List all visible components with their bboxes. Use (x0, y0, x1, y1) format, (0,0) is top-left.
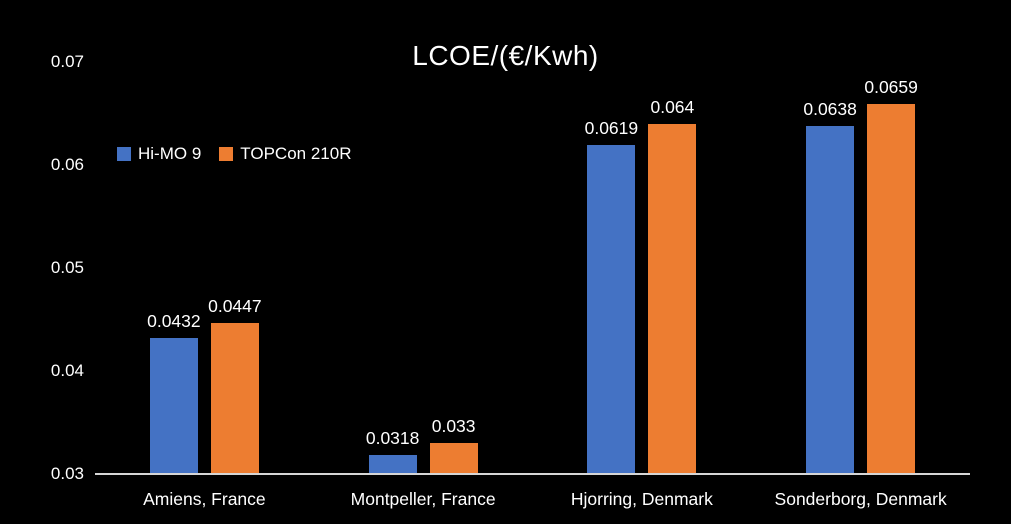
x-category-label-3: Sonderborg, Denmark (774, 489, 947, 509)
legend-swatch-himo9 (117, 147, 131, 161)
y-tick-label-0: 0.03 (50, 464, 84, 483)
legend-item-himo9: Hi-MO 9 (117, 144, 201, 164)
legend-swatch-topcon210r (219, 147, 234, 161)
value-label-topcon-210r-group-2: 0.064 (650, 96, 695, 117)
value-label-hi-mo-9-group-2: 0.0619 (584, 118, 639, 139)
bar-hi-mo-9-group-3 (806, 125, 855, 473)
value-label-topcon-210r-group-0: 0.0447 (208, 295, 262, 316)
x-axis-line (95, 473, 970, 475)
y-tick-label-2: 0.05 (50, 258, 84, 277)
x-category-label-0: Amiens, France (143, 489, 266, 509)
legend-label-himo9: Hi-MO 9 (138, 144, 202, 163)
y-tick-label-3: 0.06 (50, 155, 84, 174)
x-category-label-1: Montpeller, France (350, 489, 496, 509)
value-label-topcon-210r-group-3: 0.0659 (864, 77, 918, 98)
value-label-topcon-210r-group-1: 0.033 (431, 416, 476, 437)
legend-item-topcon210r: TOPCon 210R (219, 144, 351, 164)
y-tick-label-1: 0.04 (50, 361, 84, 380)
chart-title: LCOE/(€/Kwh) (412, 40, 599, 71)
x-category-label-2: Hjorring, Denmark (570, 489, 713, 509)
bar-hi-mo-9-group-1 (368, 455, 417, 473)
value-label-hi-mo-9-group-0: 0.0432 (147, 311, 201, 332)
bar-hi-mo-9-group-0 (149, 338, 198, 473)
legend: Hi-MO 9 TOPCon 210R (117, 144, 351, 164)
y-tick-label-4: 0.07 (50, 52, 84, 71)
legend-label-topcon210r: TOPCon 210R (240, 144, 352, 163)
bar-hi-mo-9-group-2 (587, 145, 636, 473)
bar-topcon-210r-group-1 (429, 443, 478, 473)
value-label-hi-mo-9-group-1: 0.0318 (365, 428, 420, 449)
bar-topcon-210r-group-2 (648, 123, 697, 473)
value-label-hi-mo-9-group-3: 0.0638 (803, 98, 857, 119)
bar-topcon-210r-group-0 (210, 322, 259, 473)
bar-topcon-210r-group-3 (867, 104, 916, 473)
